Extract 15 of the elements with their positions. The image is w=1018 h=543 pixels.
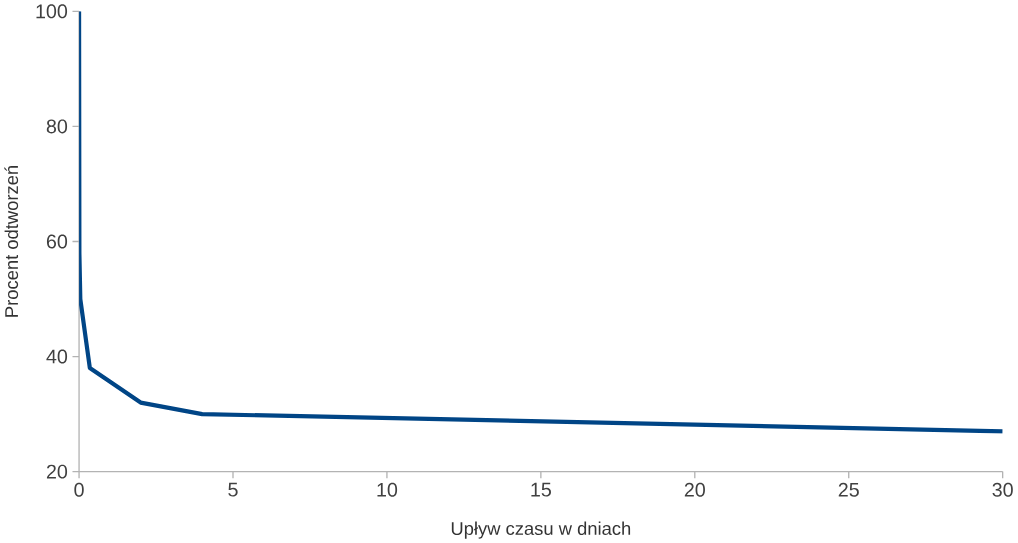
- y-tick-label: 40: [46, 349, 68, 364]
- y-tick-label: 80: [46, 119, 68, 134]
- x-tick-label: 25: [838, 482, 859, 497]
- x-tick-label: 0: [74, 482, 84, 497]
- x-axis-title: Upływ czasu w dniach: [451, 521, 631, 539]
- x-tick-label: 20: [684, 482, 705, 497]
- x-tick-label: 30: [992, 482, 1013, 497]
- x-tick-label: 10: [377, 482, 398, 497]
- y-tick-label: 60: [46, 234, 68, 249]
- x-tick-label: 5: [228, 482, 238, 497]
- x-tick-label: 15: [531, 482, 551, 497]
- y-tick-label: 100: [36, 4, 68, 19]
- y-tick-label: 20: [46, 464, 68, 479]
- line-series: [79, 11, 1003, 434]
- y-axis-title: Procent odtworzeń: [4, 165, 19, 317]
